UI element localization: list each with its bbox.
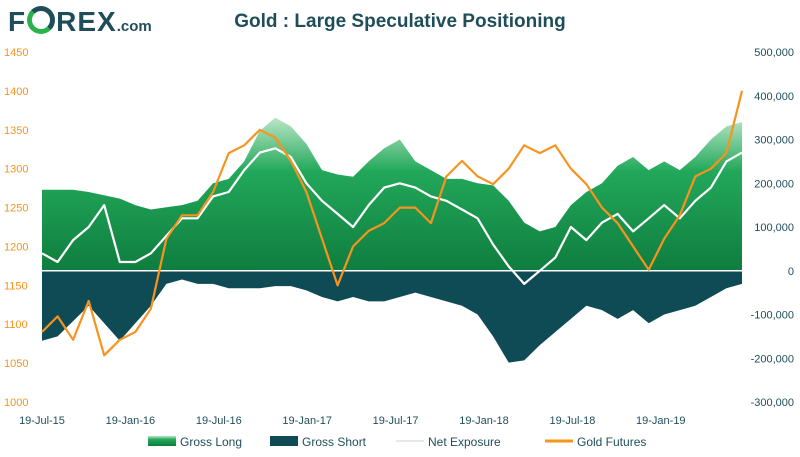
right-axis-tick: 100,000 <box>754 222 794 234</box>
x-axis-tick: 19-Jul-18 <box>549 415 595 427</box>
left-axis-tick: 1350 <box>4 125 28 137</box>
logo-ring-icon <box>27 6 56 34</box>
logo-letters-rex: REX <box>56 6 117 37</box>
right-axis-tick: -200,000 <box>751 353 794 365</box>
x-axis-tick: 19-Jan-18 <box>459 415 509 427</box>
net-exposure-line <box>41 147 743 285</box>
left-axis-tick: 1200 <box>4 241 28 253</box>
right-axis-tick: 500,000 <box>754 47 794 59</box>
x-axis-tick: 19-Jul-17 <box>373 415 419 427</box>
right-axis-tick: 200,000 <box>754 178 794 190</box>
logo-domain: .com <box>116 18 152 35</box>
legend-swatch-gross-short <box>270 436 298 446</box>
left-axis-tick: 1000 <box>4 397 28 409</box>
gross-long-area <box>42 117 742 271</box>
x-axis-tick: 19-Jan-16 <box>106 415 156 427</box>
legend-label: Net Exposure <box>428 435 501 449</box>
left-axis-tick: 1050 <box>4 358 28 370</box>
legend-label: Gross Long <box>180 435 242 449</box>
left-axis-tick: 1300 <box>4 164 28 176</box>
left-axis-tick: 1400 <box>4 86 28 98</box>
x-axis-tick: 19-Jan-17 <box>282 415 332 427</box>
gross-short-area <box>42 270 742 363</box>
right-axis-tick: 400,000 <box>754 91 794 103</box>
x-axis-tick: 19-Jul-15 <box>19 415 65 427</box>
left-axis-tick: 1150 <box>4 280 28 292</box>
logo-letter-f: F <box>8 6 27 37</box>
right-axis-tick: 0 <box>788 266 794 278</box>
left-axis-tick: 1250 <box>4 203 28 215</box>
x-axis-tick: 19-Jan-19 <box>636 415 686 427</box>
left-axis-tick: 1100 <box>4 319 28 331</box>
legend-label: Gross Short <box>302 435 367 449</box>
right-axis-tick: -100,000 <box>751 310 794 322</box>
right-axis-tick: 300,000 <box>754 135 794 147</box>
legend-swatch-gross-long <box>148 436 176 446</box>
legend-label: Gold Futures <box>577 435 646 449</box>
forex-logo: F REX.com <box>8 6 152 38</box>
left-axis-tick: 1450 <box>4 47 28 59</box>
gold-futures-line <box>41 90 744 357</box>
chart-title: Gold : Large Speculative Positioning <box>234 11 566 32</box>
right-axis-tick: -300,000 <box>751 397 794 409</box>
x-axis-tick: 19-Jul-16 <box>196 415 242 427</box>
